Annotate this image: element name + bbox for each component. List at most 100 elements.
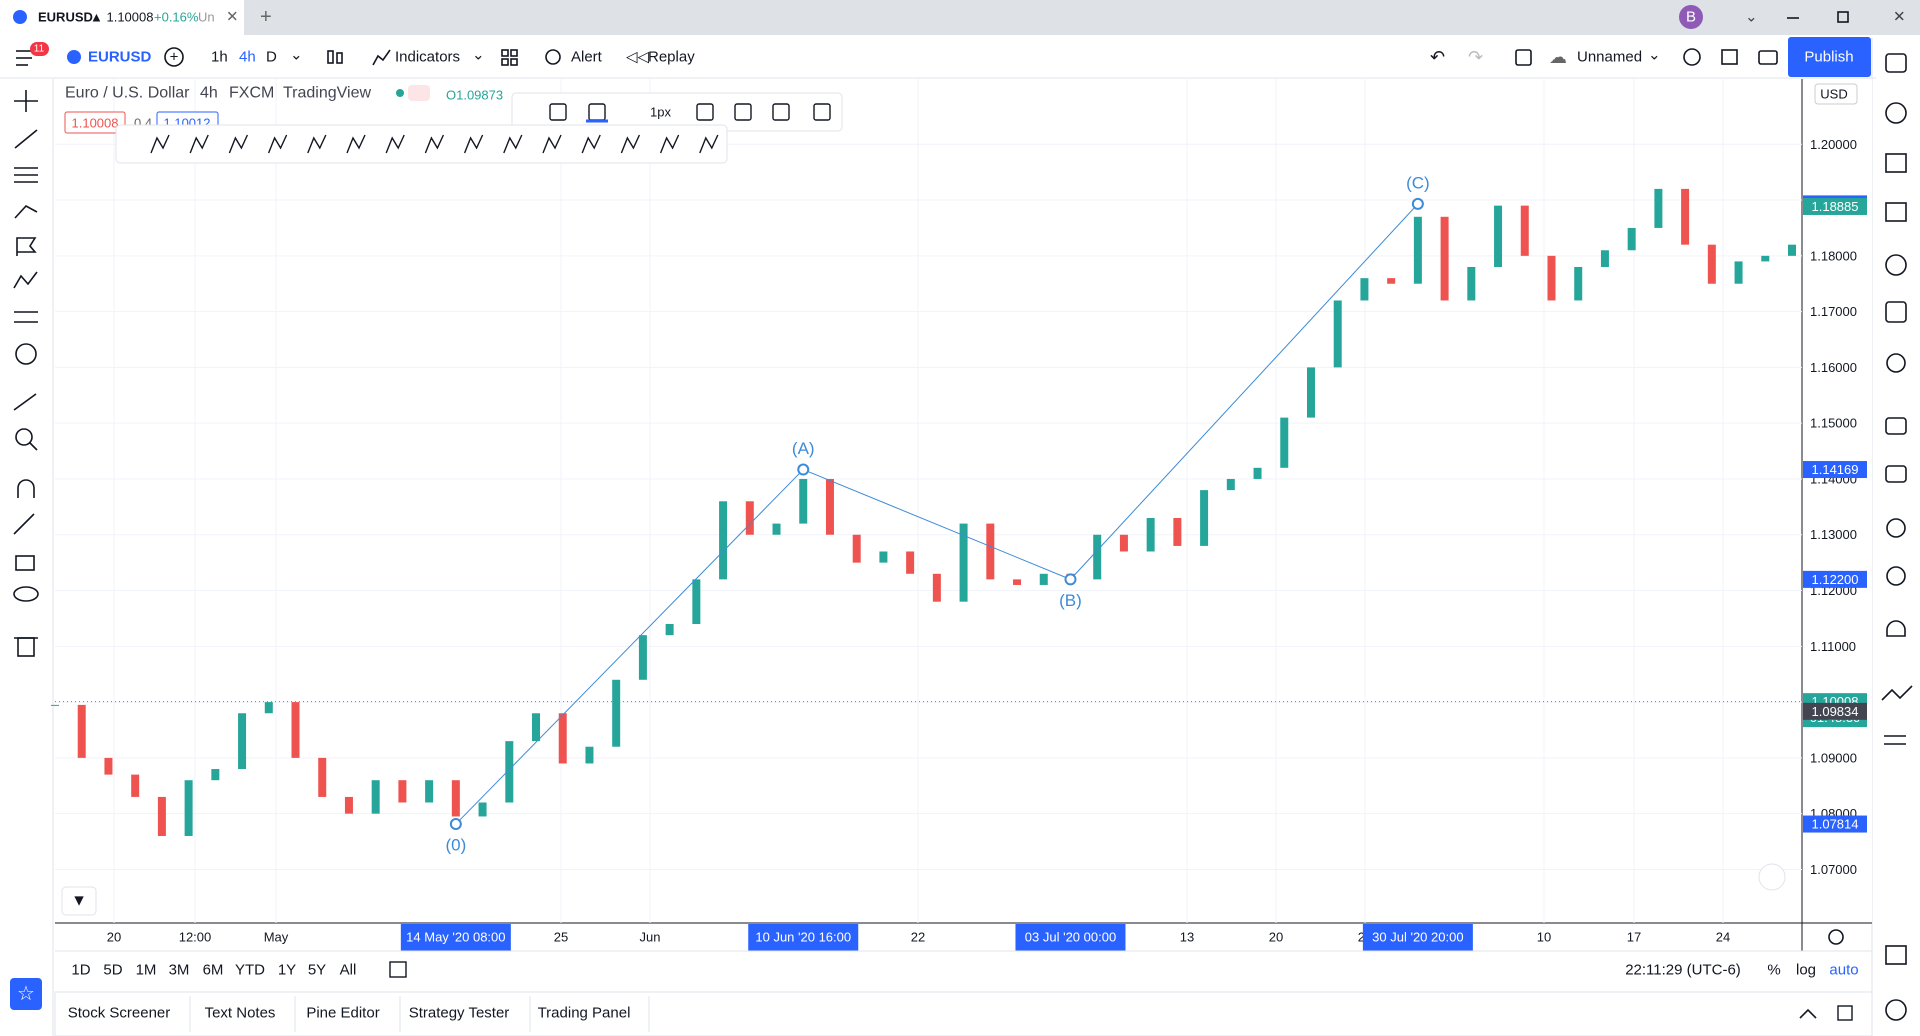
range-button[interactable]: 5Y <box>308 962 326 979</box>
x-tick-label: 20 <box>1269 930 1283 945</box>
symbol[interactable]: EURUSD <box>88 49 152 66</box>
interval-menu[interactable]: ⌄ <box>290 47 303 64</box>
tool-button[interactable] <box>307 134 327 154</box>
maximize-panel[interactable] <box>1837 1005 1853 1021</box>
alert[interactable]: Alert <box>571 49 603 66</box>
tool-button[interactable] <box>346 134 366 154</box>
bottom-tab[interactable]: Strategy Tester <box>409 1005 510 1022</box>
publish-button[interactable] <box>1788 37 1871 77</box>
tool-button[interactable] <box>385 134 405 154</box>
browser-tab[interactable] <box>0 0 244 35</box>
avatar-letter: B <box>1686 9 1696 26</box>
y-tick-label: 1.16000 <box>1810 360 1857 375</box>
wave-point[interactable] <box>449 818 462 831</box>
candle <box>1413 216 1422 284</box>
fullscreen[interactable] <box>1721 49 1738 65</box>
bottom-tab[interactable]: Trading Panel <box>538 1005 631 1022</box>
candle <box>879 551 888 563</box>
candle <box>318 757 327 797</box>
toolbar-button[interactable] <box>549 103 567 121</box>
percent-toggle[interactable]: % <box>1767 962 1780 979</box>
top-toolbar <box>0 35 1920 78</box>
bottom-tab[interactable]: Stock Screener <box>68 1005 171 1022</box>
toolbar-button[interactable] <box>813 103 831 121</box>
collapse-panel[interactable] <box>1799 1008 1817 1019</box>
wave-point[interactable] <box>1064 573 1077 586</box>
log-toggle[interactable]: log <box>1796 962 1816 979</box>
range-button[interactable]: 6M <box>203 962 224 979</box>
tool-button[interactable] <box>581 134 601 154</box>
chart-type[interactable] <box>327 50 343 64</box>
settings[interactable] <box>1683 48 1701 66</box>
range-button[interactable]: 1M <box>136 962 157 979</box>
layout-menu[interactable]: ⌄ <box>1648 47 1661 64</box>
replay[interactable]: Replay <box>648 49 695 66</box>
tool-button[interactable] <box>424 134 445 154</box>
wave-point[interactable] <box>797 463 810 476</box>
range-button[interactable]: 1D <box>71 962 90 979</box>
tool-button[interactable] <box>267 134 288 154</box>
tool-button[interactable] <box>699 134 719 154</box>
line-width[interactable]: 1px <box>650 105 671 120</box>
logo[interactable] <box>61 886 97 916</box>
compare-plus: + <box>170 49 179 66</box>
candle <box>532 713 541 742</box>
toolbar-button[interactable] <box>734 103 752 121</box>
chart-area: (0) (A) (B) (C) <box>51 79 1802 923</box>
maximize[interactable] <box>1837 11 1849 23</box>
bottom-tab[interactable]: Pine Editor <box>306 1005 379 1022</box>
drawing-tools[interactable] <box>13 90 39 657</box>
templates[interactable] <box>501 49 518 66</box>
interval[interactable]: 1h <box>211 49 228 66</box>
sidebar-icons[interactable] <box>1881 53 1913 1021</box>
close-window[interactable]: ✕ <box>1893 9 1906 26</box>
range-button[interactable]: 1Y <box>278 962 296 979</box>
candle <box>638 635 647 680</box>
axis-settings[interactable] <box>1828 929 1844 945</box>
toolbar-button[interactable] <box>772 103 790 121</box>
interval[interactable]: 4h <box>239 49 256 66</box>
snapshot[interactable] <box>1758 50 1778 65</box>
tool-button[interactable] <box>542 134 562 154</box>
interval[interactable]: D <box>266 49 277 66</box>
scroll-right[interactable] <box>1758 863 1786 891</box>
range-button[interactable]: 3M <box>169 962 190 979</box>
price-axis <box>1802 79 1872 923</box>
toolbar-button[interactable] <box>696 103 714 121</box>
undo[interactable]: ↶ <box>1430 47 1445 67</box>
wave-point[interactable] <box>1411 197 1424 210</box>
layout-select[interactable] <box>1515 49 1532 66</box>
bottom-tab[interactable]: Text Notes <box>205 1005 276 1022</box>
tool-button[interactable] <box>659 134 680 154</box>
range-button[interactable]: 5D <box>103 962 122 979</box>
tool-button[interactable] <box>503 134 523 154</box>
tab-bar <box>0 0 1920 35</box>
avatar[interactable] <box>1679 5 1703 29</box>
goto-date[interactable] <box>389 961 407 978</box>
auto-toggle[interactable]: auto <box>1829 962 1858 979</box>
tool-button[interactable] <box>189 134 209 154</box>
publish: Publish <box>1804 49 1853 66</box>
range-button[interactable]: All <box>340 962 357 979</box>
redo[interactable]: ↷ <box>1468 47 1483 67</box>
bid-box[interactable] <box>64 111 126 134</box>
range-button[interactable]: YTD <box>235 962 265 979</box>
tool-button[interactable] <box>150 134 170 154</box>
tab-close[interactable]: ✕ <box>226 9 239 26</box>
currency-button[interactable] <box>1814 83 1858 105</box>
time-marker: 03 Jul '20 00:00 <box>1025 930 1116 945</box>
compare-button[interactable] <box>164 47 184 67</box>
tool-button[interactable] <box>228 134 249 154</box>
layout-name[interactable]: Unnamed <box>1577 49 1642 66</box>
candle <box>398 780 407 803</box>
indicators-menu[interactable]: ⌄ <box>472 47 485 64</box>
clock: 22:11:29 (UTC-6) <box>1625 962 1741 979</box>
x-tick-label: 13 <box>1180 930 1194 945</box>
menu-button[interactable] <box>16 50 32 66</box>
tool-button[interactable] <box>463 134 484 154</box>
tool-button[interactable] <box>620 134 641 154</box>
favorites[interactable] <box>10 978 42 1010</box>
tab-menu[interactable]: ⌄ <box>1745 9 1758 26</box>
new-tab[interactable]: + <box>260 6 272 28</box>
indicators[interactable]: Indicators <box>395 49 460 66</box>
